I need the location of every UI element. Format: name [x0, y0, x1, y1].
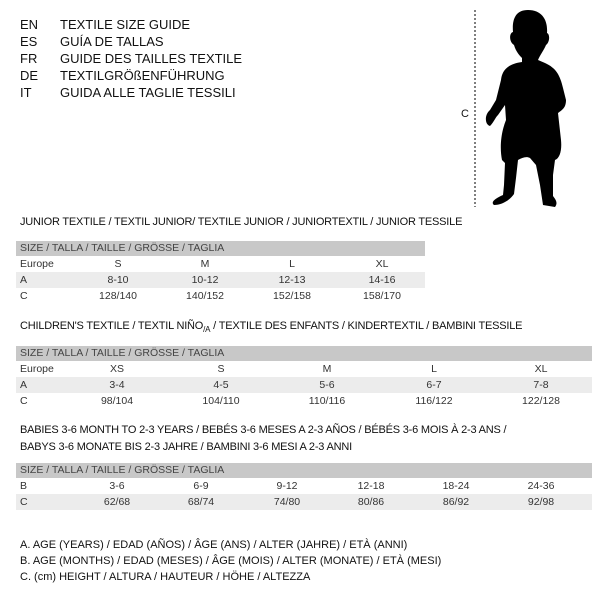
- table-header: SIZE / TALLA / TAILLE / GRÖSSE / TAGLIA: [16, 241, 425, 256]
- child-silhouette-icon: [474, 10, 566, 207]
- table-cell: 9-12: [276, 480, 298, 492]
- lang-title-fr: GUIDE DES TAILLES TEXTILE: [60, 51, 243, 66]
- table-header: SIZE / TALLA / TAILLE / GRÖSSE / TAGLIA: [16, 463, 592, 478]
- table-row: C 98/104 104/110 110/116 116/122 122/128: [16, 393, 592, 409]
- table-cell: 110/116: [308, 395, 346, 407]
- table-cell: 3-4: [109, 379, 125, 391]
- table-cell: 140/152: [186, 290, 224, 302]
- junior-size-table: SIZE / TALLA / TAILLE / GRÖSSE / TAGLIA …: [16, 241, 425, 304]
- table-cell: 86/92: [442, 496, 470, 508]
- table-row: Europe XS S M L XL: [16, 361, 592, 377]
- table-cell: S: [114, 258, 122, 270]
- title-subscript: /A: [203, 325, 211, 335]
- children-section-title: CHILDREN'S TEXTILE / TEXTIL NIÑO/A / TEX…: [20, 320, 522, 334]
- row-label: C: [20, 290, 28, 302]
- title-text-rest: / TEXTILE DES ENFANTS / KINDERTEXTIL / B…: [210, 320, 523, 332]
- children-size-table: SIZE / TALLA / TAILLE / GRÖSSE / TAGLIA …: [16, 346, 592, 409]
- row-label: Europe: [20, 363, 54, 375]
- table-cell: 104/110: [202, 395, 240, 407]
- lang-code-de: DE: [20, 68, 39, 83]
- table-cell: XL: [534, 363, 548, 375]
- table-cell: 68/74: [187, 496, 215, 508]
- table-cell: 12-13: [278, 274, 306, 286]
- babies-section-title-line1: BABIES 3-6 MONTH TO 2-3 YEARS / BEBÉS 3-…: [20, 424, 507, 436]
- table-row: C 128/140 140/152 152/158 158/170: [16, 288, 425, 304]
- babies-size-table: SIZE / TALLA / TAILLE / GRÖSSE / TAGLIA …: [16, 463, 592, 510]
- table-row: B 3-6 6-9 9-12 12-18 18-24 24-36: [16, 478, 592, 494]
- lang-code-en: EN: [20, 17, 39, 32]
- lang-code-es: ES: [20, 34, 38, 49]
- table-cell: 14-16: [368, 274, 396, 286]
- table-cell: 6-7: [426, 379, 442, 391]
- table-cell: 158/170: [363, 290, 401, 302]
- table-cell: 5-6: [319, 379, 335, 391]
- row-label: Europe: [20, 258, 54, 270]
- table-cell: 10-12: [191, 274, 219, 286]
- lang-title-en: TEXTILE SIZE GUIDE: [60, 17, 191, 32]
- table-cell: M: [322, 363, 332, 375]
- table-header: SIZE / TALLA / TAILLE / GRÖSSE / TAGLIA: [16, 346, 592, 361]
- legend-c: C. (cm) HEIGHT / ALTURA / HAUTEUR / HÖHE…: [20, 571, 311, 583]
- row-label: B: [20, 480, 28, 492]
- table-cell: 152/158: [273, 290, 311, 302]
- table-cell: 80/86: [357, 496, 385, 508]
- row-label: C: [20, 496, 28, 508]
- table-cell: 74/80: [273, 496, 301, 508]
- table-row: A 3-4 4-5 5-6 6-7 7-8: [16, 377, 592, 393]
- table-cell: L: [289, 258, 295, 270]
- row-label: A: [20, 274, 28, 286]
- row-label: C: [20, 395, 28, 407]
- lang-title-es: GUÍA DE TALLAS: [60, 34, 164, 49]
- height-label: C: [461, 108, 469, 120]
- table-cell: 92/98: [527, 496, 555, 508]
- table-cell: 12-18: [357, 480, 385, 492]
- table-cell: 116/122: [415, 395, 453, 407]
- table-cell: 98/104: [100, 395, 134, 407]
- table-row: A 8-10 10-12 12-13 14-16: [16, 272, 425, 288]
- table-cell: L: [431, 363, 437, 375]
- table-cell: 128/140: [99, 290, 137, 302]
- babies-section-title-line2: BABYS 3-6 MONATE BIS 2-3 JAHRE / BAMBINI…: [20, 441, 352, 453]
- lang-title-it: GUIDA ALLE TAGLIE TESSILI: [60, 85, 236, 100]
- row-label: A: [20, 379, 28, 391]
- table-cell: 7-8: [533, 379, 549, 391]
- table-cell: 62/68: [103, 496, 131, 508]
- table-cell: 24-36: [527, 480, 555, 492]
- table-row: C 62/68 68/74 74/80 80/86 86/92 92/98: [16, 494, 592, 510]
- table-cell: 6-9: [193, 480, 209, 492]
- table-cell: 122/128: [522, 395, 560, 407]
- lang-title-de: TEXTILGRÖßENFÜHRUNG: [60, 68, 225, 83]
- table-cell: XS: [109, 363, 125, 375]
- table-cell: 4-5: [213, 379, 229, 391]
- table-row: Europe S M L XL: [16, 256, 425, 272]
- junior-section-title: JUNIOR TEXTILE / TEXTIL JUNIOR/ TEXTILE …: [20, 216, 463, 228]
- table-cell: XL: [375, 258, 389, 270]
- table-cell: 3-6: [109, 480, 125, 492]
- lang-code-fr: FR: [20, 51, 38, 66]
- table-cell: M: [200, 258, 210, 270]
- legend-b: B. AGE (MONTHS) / EDAD (MESES) / ÂGE (MO…: [20, 555, 442, 567]
- table-cell: 8-10: [107, 274, 129, 286]
- title-text: CHILDREN'S TEXTILE / TEXTIL NIÑO: [20, 320, 204, 332]
- table-cell: S: [217, 363, 225, 375]
- legend-a: A. AGE (YEARS) / EDAD (AÑOS) / ÂGE (ANS)…: [20, 539, 408, 551]
- lang-code-it: IT: [20, 85, 32, 100]
- table-cell: 18-24: [442, 480, 470, 492]
